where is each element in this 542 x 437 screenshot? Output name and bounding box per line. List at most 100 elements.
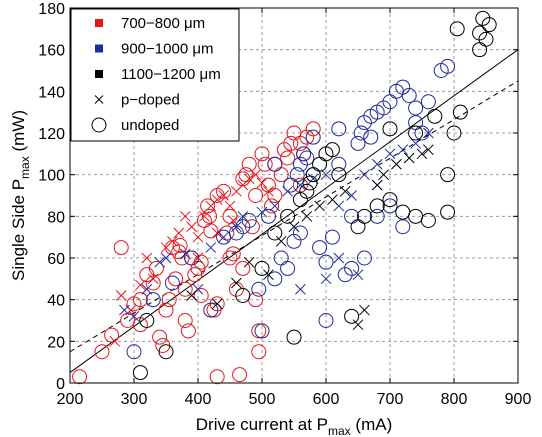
- data-point-circle: [376, 100, 392, 116]
- data-point-circle: [408, 125, 424, 141]
- data-point-x: [186, 290, 197, 301]
- data-point-circle: [254, 146, 270, 162]
- data-point-circle: [267, 188, 283, 203]
- data-point-circle: [369, 198, 385, 214]
- data-point-circle: [395, 204, 411, 220]
- data-point-x: [371, 179, 383, 191]
- data-point-circle: [292, 135, 308, 151]
- y-tick-label: 40: [47, 293, 65, 310]
- data-point-circle: [420, 94, 436, 110]
- data-point-circle: [318, 313, 334, 328]
- data-point-circle: [382, 198, 398, 214]
- data-point-circle: [350, 219, 366, 235]
- data-point-x: [243, 256, 255, 268]
- data-point-x: [167, 235, 178, 247]
- data-point-x: [282, 185, 293, 197]
- data-point-circle: [177, 281, 193, 297]
- data-point-circle: [324, 142, 340, 158]
- data-point-x: [327, 194, 338, 206]
- legend-marker-square: [95, 19, 103, 27]
- data-point-circle: [478, 31, 494, 47]
- legend-marker-circle: [91, 117, 107, 133]
- legend-label: 1100−1200 μm: [121, 66, 221, 83]
- data-point-circle: [152, 329, 168, 345]
- data-point-circle: [184, 250, 200, 266]
- y-tick-label: 180: [38, 1, 65, 18]
- data-point-circle: [168, 271, 184, 287]
- data-points: [72, 10, 497, 385]
- data-point-x: [147, 273, 159, 285]
- data-point-circle: [254, 323, 270, 339]
- x-tick-label: 700: [377, 391, 404, 408]
- data-point-x: [333, 252, 345, 264]
- data-point-x: [192, 252, 204, 264]
- data-point-circle: [203, 302, 219, 318]
- data-point-circle: [369, 104, 385, 120]
- data-point-x: [416, 148, 428, 160]
- data-point-circle: [324, 229, 340, 245]
- data-point-circle: [337, 267, 353, 283]
- data-point-circle: [254, 260, 270, 276]
- data-point-circle: [158, 344, 174, 360]
- data-point-x: [192, 231, 204, 243]
- data-point-circle: [161, 292, 177, 308]
- data-point-circle: [180, 323, 196, 339]
- data-point-circle: [235, 288, 251, 303]
- x-tick-label: 500: [249, 391, 276, 408]
- data-point-x: [173, 227, 185, 239]
- data-point-circle: [350, 135, 366, 151]
- data-point-circle: [193, 288, 209, 303]
- data-point-circle: [280, 150, 296, 166]
- data-point-x: [275, 235, 287, 247]
- data-point-x: [288, 221, 300, 233]
- data-point-circle: [232, 367, 248, 383]
- data-point-circle: [299, 150, 315, 166]
- data-point-circle: [257, 156, 273, 172]
- data-point-circle: [94, 344, 110, 360]
- data-point-x: [224, 200, 236, 212]
- data-point-circle: [440, 58, 456, 74]
- data-point-x: [397, 144, 409, 156]
- axis-ticks: 200 300 400 500 600 700 800 900 0 20 40 60 80 100 120 1…: [38, 1, 531, 408]
- data-point-x: [141, 283, 153, 295]
- fit-line-dashed: [69, 80, 519, 353]
- data-point-circle: [433, 63, 449, 78]
- plot-frame: [69, 7, 519, 384]
- legend-label: 900−1000 μm: [121, 41, 213, 58]
- data-point-x: [250, 169, 261, 181]
- data-point-circle: [356, 115, 372, 131]
- data-point-circle: [209, 296, 225, 312]
- data-point-circle: [292, 225, 308, 241]
- data-point-x: [160, 252, 172, 264]
- data-point-circle: [420, 213, 436, 228]
- data-point-circle: [280, 260, 296, 276]
- data-point-circle: [228, 281, 244, 297]
- data-point-circle: [344, 308, 360, 324]
- legend-label: p−doped: [121, 92, 180, 109]
- data-point-x: [352, 269, 364, 281]
- data-point-circle: [203, 223, 219, 239]
- data-point-circle: [139, 313, 155, 328]
- y-tick-label: 80: [47, 209, 65, 226]
- data-point-circle: [235, 260, 251, 276]
- x-tick-label: 800: [441, 391, 468, 408]
- data-point-x: [211, 298, 223, 310]
- data-point-x: [205, 242, 217, 253]
- data-point-circle: [280, 208, 296, 224]
- data-point-circle: [72, 369, 88, 385]
- data-point-circle: [312, 240, 328, 256]
- data-point-circle: [241, 156, 257, 172]
- x-tick-label: 300: [121, 391, 148, 408]
- data-point-circle: [267, 225, 283, 241]
- data-point-circle: [209, 188, 225, 203]
- data-point-circle: [331, 156, 347, 172]
- data-point-circle: [264, 198, 280, 214]
- y-tick-label: 20: [47, 334, 65, 351]
- legend-label: undoped: [121, 117, 179, 134]
- data-point-x: [218, 231, 229, 243]
- data-point-x: [211, 194, 223, 206]
- y-tick-label: 100: [38, 168, 65, 185]
- data-point-circle: [475, 10, 491, 26]
- data-point-x: [237, 210, 249, 222]
